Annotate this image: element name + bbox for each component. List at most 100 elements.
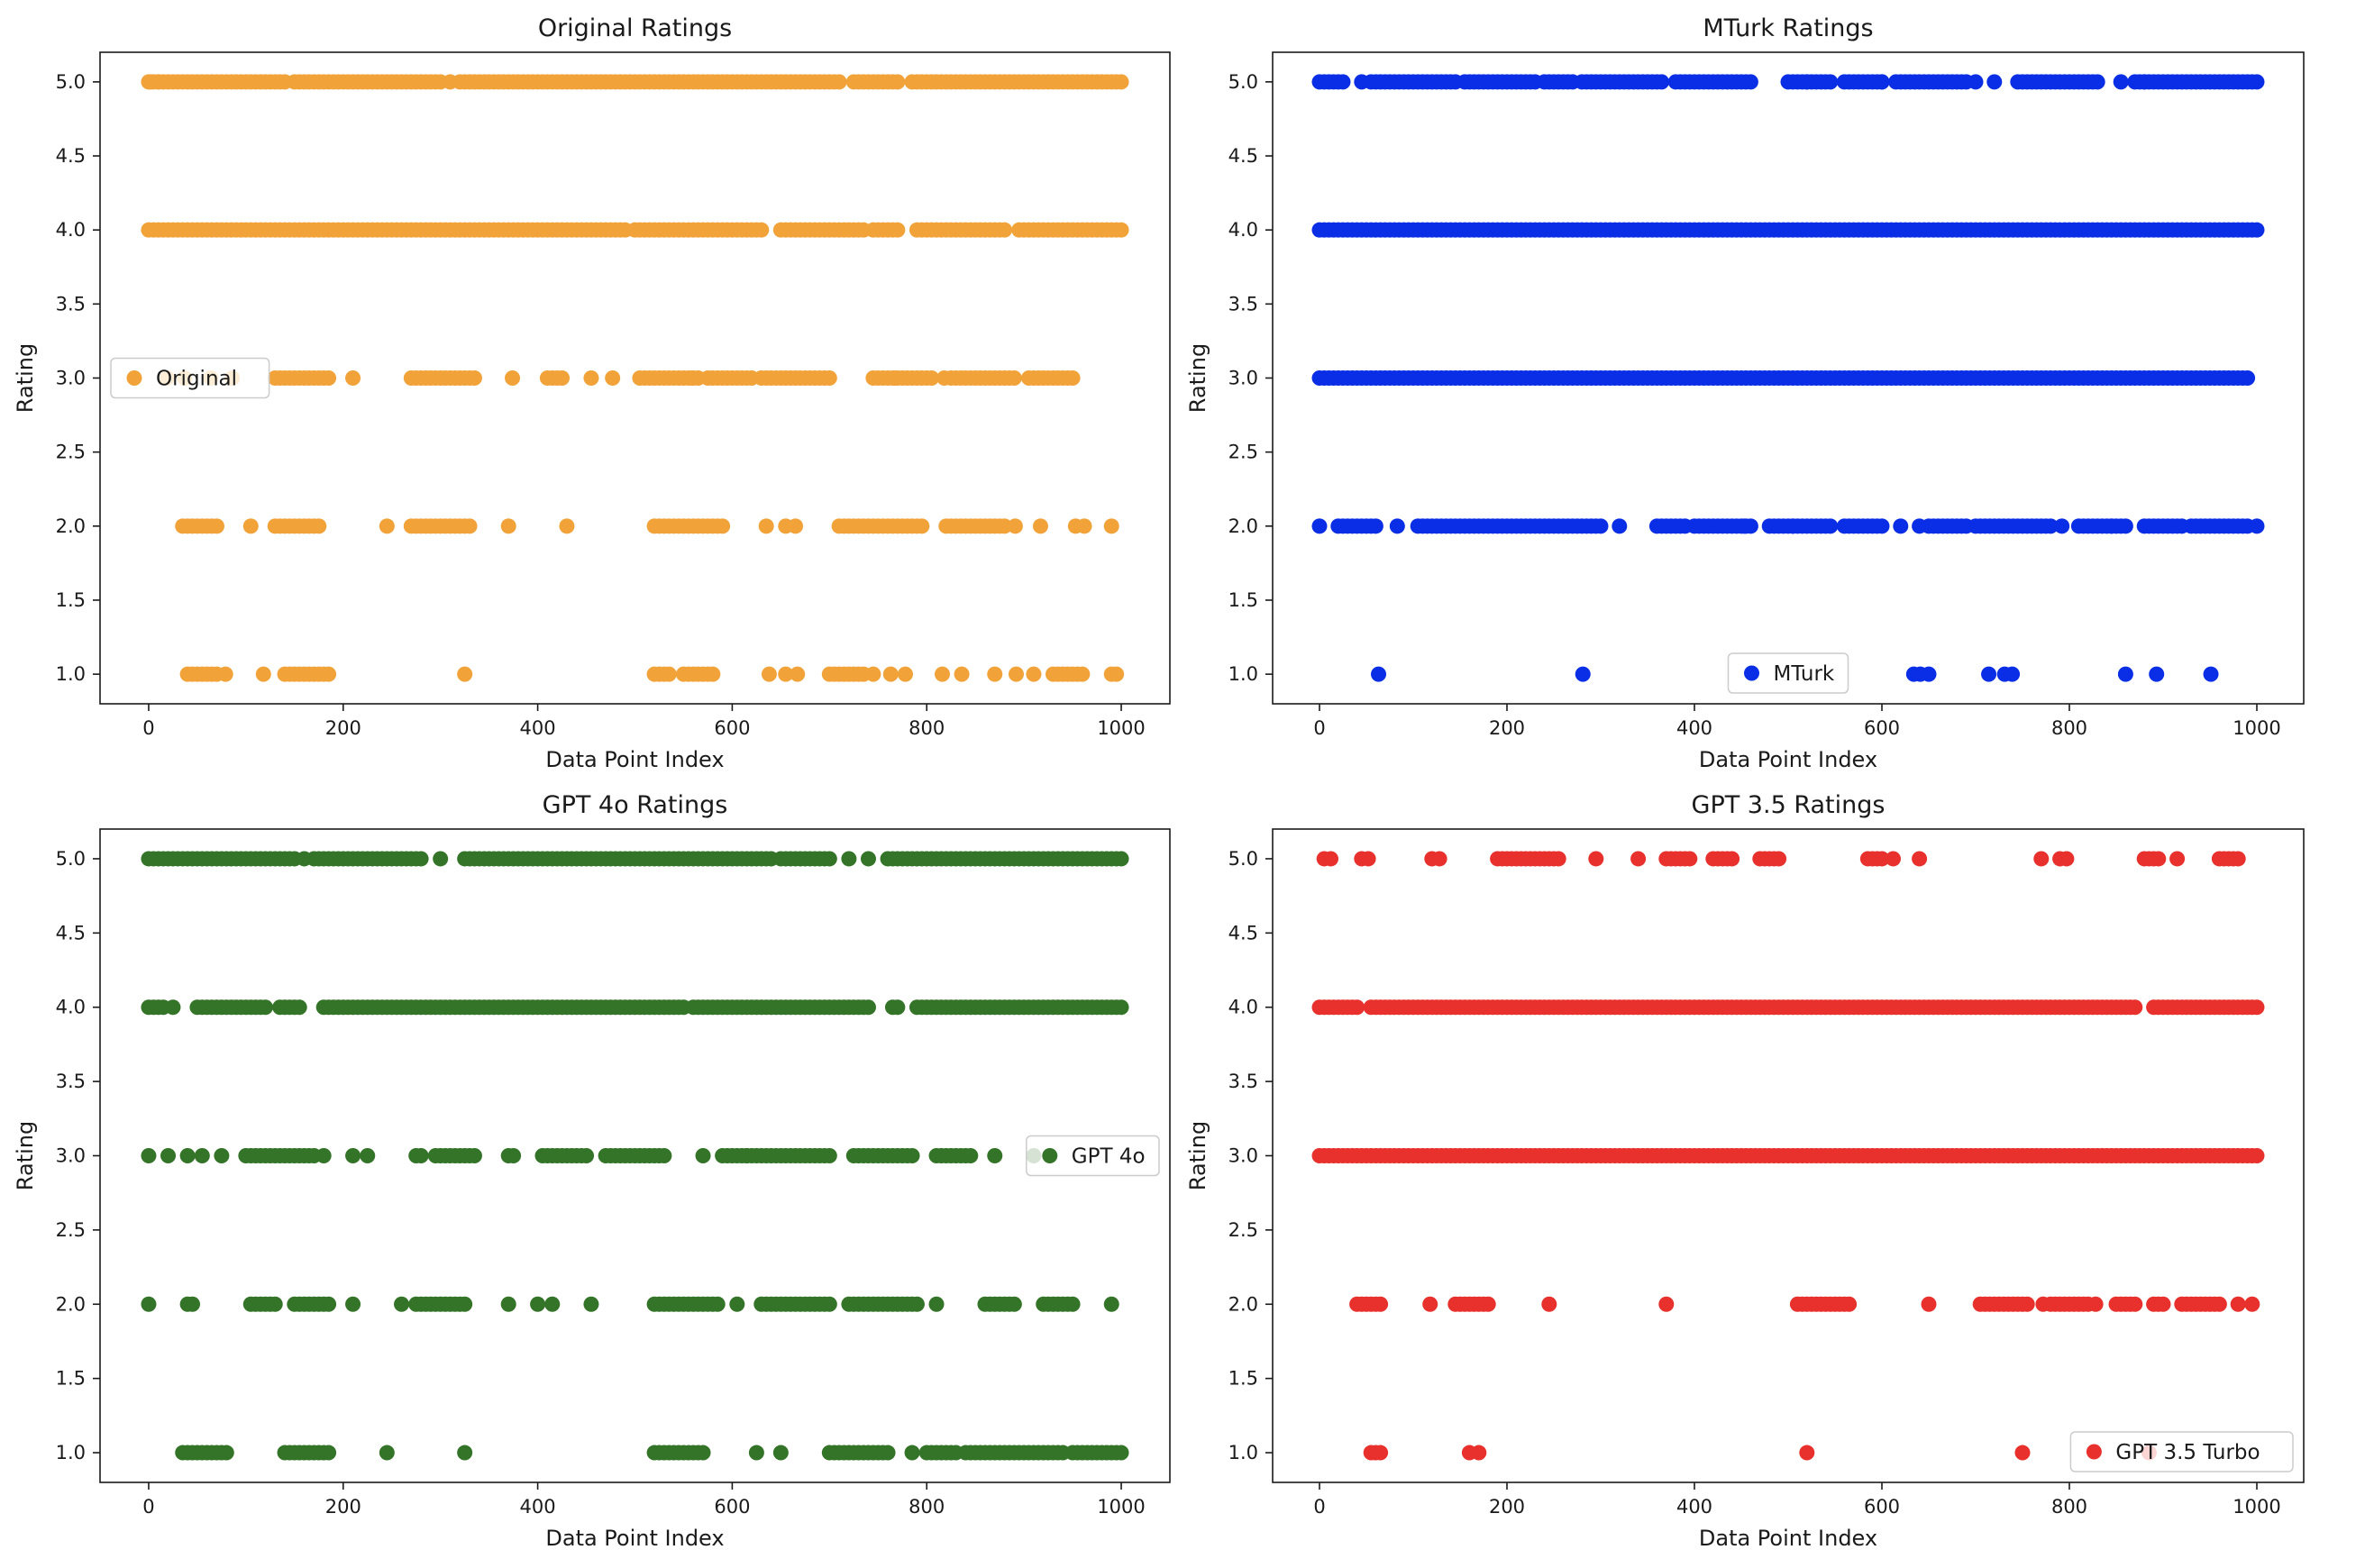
y-tick-label: 1.0 [56, 663, 86, 685]
x-axis-label: Data Point Index [1699, 747, 1877, 772]
x-tick-label: 0 [1313, 1496, 1325, 1518]
data-point [2150, 851, 2167, 867]
y-tick-label: 5.0 [56, 848, 86, 870]
data-point [753, 222, 770, 238]
data-point [2035, 1296, 2051, 1312]
data-point [442, 74, 458, 90]
data-point [1593, 518, 1609, 534]
data-point [695, 1445, 711, 1461]
data-point [2127, 1296, 2143, 1312]
y-axis-label: Rating [13, 1121, 38, 1190]
data-point [1658, 1296, 1675, 1312]
data-point [936, 370, 953, 386]
data-point [321, 666, 337, 682]
data-point [1431, 851, 1447, 867]
legend-marker [1042, 1148, 1058, 1163]
y-axis-label: Rating [13, 343, 38, 413]
data-point [185, 1296, 201, 1312]
data-point [413, 851, 429, 867]
data-point [379, 518, 395, 534]
data-point [217, 666, 233, 682]
x-tick-label: 1000 [1097, 1496, 1145, 1518]
data-point [914, 518, 930, 534]
y-tick-label: 1.0 [56, 1442, 86, 1463]
data-point [311, 518, 327, 534]
data-point [739, 1148, 755, 1163]
data-point [2127, 999, 2143, 1016]
data-point [1822, 74, 1839, 90]
data-point [1032, 518, 1048, 534]
data-point [2249, 518, 2265, 534]
data-point [457, 1296, 473, 1312]
x-tick-label: 200 [325, 1496, 361, 1518]
data-point [1724, 851, 1740, 867]
data-point [345, 1148, 361, 1163]
data-point [709, 1296, 726, 1312]
y-tick-label: 1.5 [1228, 1368, 1258, 1390]
data-point [500, 518, 516, 534]
data-point [1471, 1445, 1487, 1461]
chart-panel-4: GPT 3.5 Ratings 0 200 400 600 800 1000 1.0 1.5 2.… [1185, 791, 2305, 1551]
y-tick-label: 5.0 [56, 71, 86, 93]
data-point [291, 999, 307, 1016]
data-point [954, 666, 970, 682]
data-point [151, 74, 167, 90]
data-point [2089, 74, 2105, 90]
x-tick-label: 600 [1864, 717, 1900, 739]
data-point [2117, 666, 2133, 682]
data-point [887, 370, 903, 386]
data-point [790, 666, 806, 682]
x-tick-label: 400 [520, 1496, 556, 1518]
data-point [758, 518, 774, 534]
data-point [1986, 74, 2003, 90]
data-point [242, 518, 259, 534]
data-point [1612, 518, 1628, 534]
data-point [345, 370, 361, 386]
y-tick-label: 3.5 [1228, 293, 1258, 315]
legend-box [2069, 1431, 2294, 1472]
data-point [1076, 518, 1092, 534]
chart-panel-2: MTurk Ratings 0 200 400 600 800 1000 1.0 1.5 2.0 2… [1185, 14, 2305, 772]
data-point [141, 1148, 157, 1163]
data-point [194, 1148, 210, 1163]
data-point [890, 222, 906, 238]
x-tick-label: 200 [1489, 717, 1525, 739]
data-point [997, 222, 1013, 238]
data-point [461, 518, 478, 534]
data-point [2230, 851, 2246, 867]
y-tick-label: 2.0 [1228, 1293, 1258, 1315]
data-point [1799, 1445, 1815, 1461]
data-point [821, 370, 837, 386]
data-point [360, 1148, 376, 1163]
data-point [684, 370, 700, 386]
data-point [218, 1445, 234, 1461]
data-point [1373, 1445, 1389, 1461]
y-tick-label: 1.0 [1228, 663, 1258, 685]
chart-title: Original Ratings [538, 14, 732, 42]
y-axis-label: Rating [1185, 1121, 1210, 1190]
data-point [1064, 370, 1081, 386]
data-point [1841, 1296, 1858, 1312]
data-point [997, 518, 1013, 534]
data-point [1822, 518, 1839, 534]
data-point [1335, 74, 1351, 90]
data-point [1874, 74, 1890, 90]
data-point [1981, 666, 1997, 682]
data-point [788, 518, 804, 534]
data-point [1113, 851, 1129, 867]
y-tick-label: 2.5 [56, 442, 86, 463]
x-tick-label: 1000 [1097, 717, 1145, 739]
data-point [1373, 1296, 1389, 1312]
legend-label: GPT 3.5 Turbo [2115, 1441, 2260, 1464]
x-tick-label: 0 [1313, 717, 1325, 739]
data-point [1682, 851, 1698, 867]
data-point [987, 666, 1003, 682]
y-axis-label: Rating [1185, 343, 1210, 413]
y-tick-label: 1.5 [1228, 589, 1258, 611]
data-point [1389, 518, 1405, 534]
data-point [1630, 851, 1647, 867]
data-point [1874, 518, 1890, 534]
data-point [1103, 518, 1119, 534]
y-tick-label: 2.0 [1228, 515, 1258, 537]
data-point [1009, 666, 1024, 682]
